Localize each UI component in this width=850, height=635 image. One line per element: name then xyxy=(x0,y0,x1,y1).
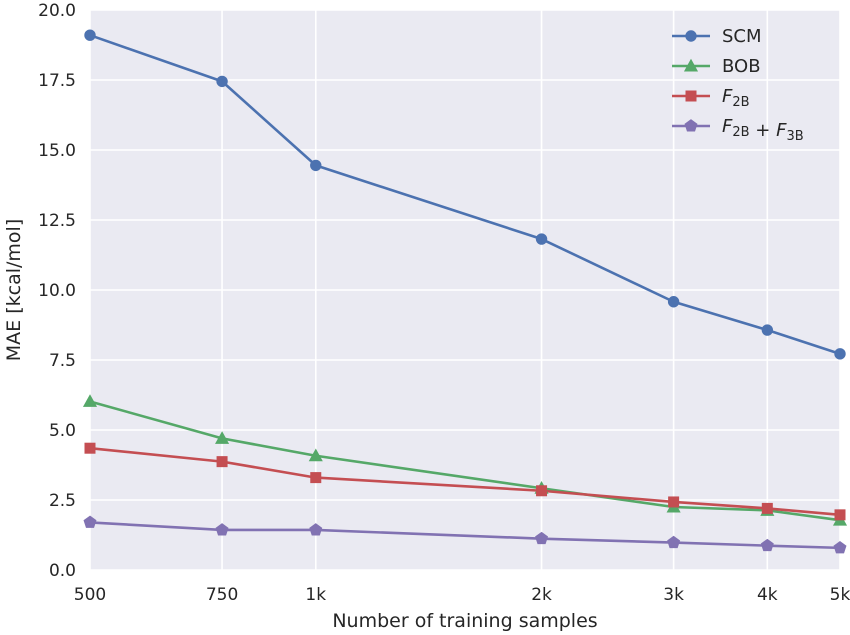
legend-marker-scm xyxy=(685,30,697,42)
legend-label: BOB xyxy=(722,56,761,77)
legend-label: F2B + F3B xyxy=(722,116,804,144)
data-point-scm xyxy=(310,159,322,172)
data-point-f2b-f3b xyxy=(760,538,774,552)
data-point-scm xyxy=(84,29,96,41)
legend-marker-f2b xyxy=(685,90,697,102)
data-point-f2b xyxy=(834,509,846,521)
legend-item-f2b: F2B xyxy=(672,86,750,110)
data-point-f2b-f3b xyxy=(535,531,549,545)
legend-item-scm: SCM xyxy=(672,26,762,47)
legend: SCM BOB F2B F2B + F3B xyxy=(672,26,804,144)
data-point-scm xyxy=(761,324,774,336)
data-point-f2b xyxy=(536,485,548,497)
data-point-scm xyxy=(216,75,228,88)
legend-label: SCM xyxy=(722,26,762,47)
y-axis-title: MAE [kcal/mol] xyxy=(3,219,25,361)
x-tick-label: 4k xyxy=(757,585,778,605)
data-point-f2b xyxy=(761,502,773,514)
y-tick-label: 5.0 xyxy=(49,421,76,441)
x-tick-label: 750 xyxy=(206,585,238,605)
legend-item-bob: BOB xyxy=(672,56,761,77)
data-point-f2b xyxy=(216,456,228,468)
y-tick-label: 2.5 xyxy=(49,491,76,511)
data-point-f2b xyxy=(84,442,96,454)
x-tick-label: 500 xyxy=(74,585,106,605)
x-tick-label: 5k xyxy=(830,585,850,605)
data-point-f2b-f3b xyxy=(833,541,847,554)
y-tick-label: 15.0 xyxy=(38,141,76,161)
y-tick-label: 17.5 xyxy=(38,71,76,91)
legend-marker-bob xyxy=(683,58,699,72)
data-point-f2b xyxy=(310,472,322,484)
data-point-bob xyxy=(308,448,323,462)
x-tick-label: 2k xyxy=(531,585,552,605)
data-point-f2b-f3b xyxy=(215,523,229,536)
x-axis-title: Number of training samples xyxy=(332,610,597,632)
data-point-f2b-f3b xyxy=(667,535,681,549)
legend-label: F2B xyxy=(722,86,750,110)
data-point-f2b-f3b xyxy=(309,523,323,536)
data-point-f2b-f3b xyxy=(83,515,97,528)
x-tick-label: 3k xyxy=(663,585,684,605)
data-point-bob xyxy=(215,431,230,444)
y-axis-ticks: 0.0 2.5 5.0 7.5 10.0 12.5 15.0 17.5 20.0 xyxy=(38,1,76,581)
y-tick-label: 0.0 xyxy=(49,561,76,581)
series-markers xyxy=(82,29,848,554)
legend-marker-f2b-f3b xyxy=(684,119,698,132)
y-tick-label: 12.5 xyxy=(38,211,76,231)
data-point-f2b xyxy=(668,496,680,508)
y-tick-label: 10.0 xyxy=(38,281,76,301)
y-tick-label: 7.5 xyxy=(49,351,76,371)
y-tick-label: 20.0 xyxy=(38,1,76,21)
data-point-scm xyxy=(535,233,548,245)
data-point-scm xyxy=(834,348,846,360)
x-axis-ticks: 500 750 1k 2k 3k 4k 5k xyxy=(74,585,850,605)
legend-item-f2b-f3b: F2B + F3B xyxy=(672,116,804,144)
data-point-scm xyxy=(667,296,680,308)
x-tick-label: 1k xyxy=(305,585,326,605)
data-point-bob xyxy=(82,394,98,407)
